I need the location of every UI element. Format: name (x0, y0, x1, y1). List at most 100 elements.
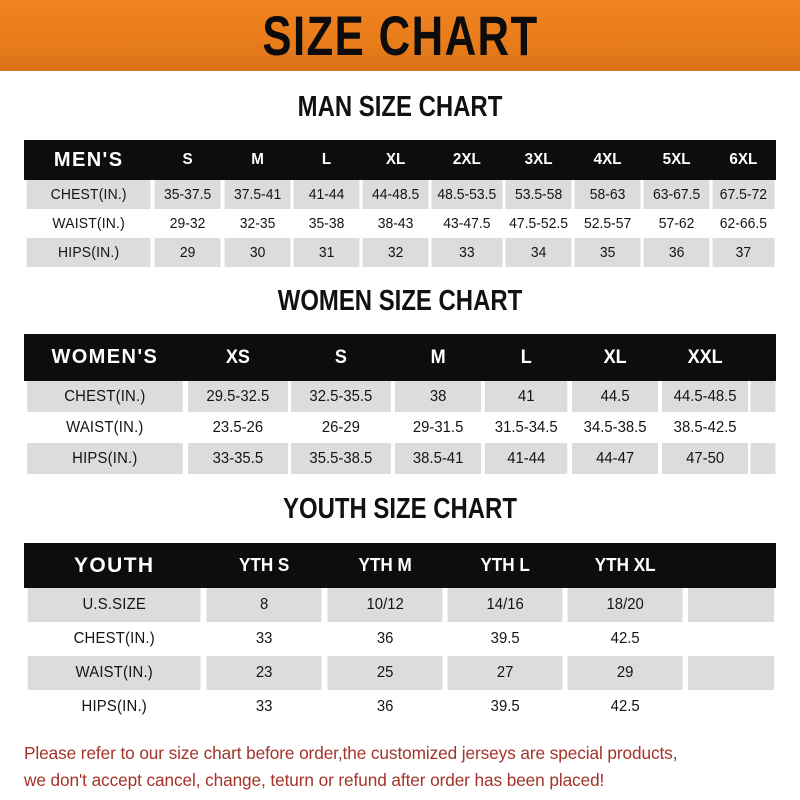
man-col-header-4xl: 4XL (593, 151, 622, 168)
youth-row-label-chest: CHEST(IN.) (27, 622, 201, 656)
man-section-title: MAN SIZE CHART (297, 89, 503, 123)
man-chest-3xl: 53.5-58 (505, 180, 572, 209)
man-chest-5xl: 63-67.5 (643, 180, 710, 209)
women-hips-xl: 44-47 (571, 443, 659, 474)
women-chest-xs: 29.5-32.5 (187, 381, 288, 412)
women-row-label-hips: HIPS(IN.) (27, 443, 183, 474)
youth-waist-xl: 29 (567, 656, 684, 690)
man-col-header-xl: XL (385, 151, 406, 168)
man-corner-label: MEN'S (53, 148, 124, 171)
women-row-label-chest: CHEST(IN.) (27, 381, 183, 412)
man-row-label-waist: WAIST(IN.) (26, 209, 151, 238)
youth-col-header-l: YTH L (480, 555, 530, 575)
man-chest-xl: 44-48.5 (362, 180, 429, 209)
women-col-header-s: S (335, 346, 348, 368)
man-col-header-6xl: 6XL (729, 151, 758, 168)
women-hips-l: 41-44 (485, 443, 569, 474)
man-waist-4xl: 52.5-57 (574, 209, 641, 238)
man-col-header-2xl: 2XL (452, 151, 481, 168)
man-waist-xl: 38-43 (362, 209, 429, 238)
women-chest-s: 32.5-35.5 (291, 381, 392, 412)
women-hips-s: 35.5-38.5 (291, 443, 392, 474)
page-banner: SIZE CHART (0, 0, 800, 71)
man-size-section: MAN SIZE CHART MEN'S S M L XL 2XL 3XL 4X… (0, 89, 800, 267)
youth-col-header-spacer (688, 543, 774, 588)
women-waist-spacer (750, 412, 776, 443)
youth-col-header-s: YTH S (239, 555, 290, 575)
youth-chest-s: 33 (206, 622, 323, 656)
women-col-header-l: L (521, 346, 533, 368)
man-hips-l: 31 (293, 238, 360, 267)
table-row: WAIST(IN.) 23.5-26 26-29 29-31.5 31.5-34… (24, 412, 776, 443)
man-hips-5xl: 36 (643, 238, 710, 267)
man-chest-6xl: 67.5-72 (712, 180, 775, 209)
man-row-label-chest: CHEST(IN.) (26, 180, 151, 209)
women-corner-label: WOMEN'S (51, 346, 159, 368)
women-waist-s: 26-29 (291, 412, 392, 443)
table-row: HIPS(IN.) 33-35.5 35.5-38.5 38.5-41 41-4… (24, 443, 776, 474)
women-chest-spacer (750, 381, 776, 412)
women-chest-xxl: 44.5-48.5 (661, 381, 749, 412)
youth-chest-l: 39.5 (447, 622, 563, 656)
women-waist-m: 29-31.5 (395, 412, 482, 443)
youth-row-label-waist: WAIST(IN.) (27, 656, 201, 690)
table-row: WAIST(IN.) 23 25 27 29 (24, 656, 776, 690)
man-hips-m: 30 (223, 238, 291, 267)
man-hips-4xl: 35 (574, 238, 641, 267)
youth-hips-spacer (687, 690, 775, 724)
man-waist-2xl: 43-47.5 (431, 209, 503, 238)
man-chest-4xl: 58-63 (574, 180, 641, 209)
man-waist-5xl: 57-62 (643, 209, 710, 238)
youth-size-section: YOUTH SIZE CHART YOUTH YTH S YTH M YTH L… (0, 491, 800, 724)
women-col-header-xl: XL (603, 346, 627, 368)
order-policy-note: Please refer to our size chart before or… (24, 740, 765, 794)
women-hips-xs: 33-35.5 (187, 443, 288, 474)
youth-waist-l: 27 (447, 656, 563, 690)
youth-chest-m: 36 (327, 622, 443, 656)
youth-size-table: YOUTH YTH S YTH M YTH L YTH XL U.S.SIZE … (24, 543, 776, 724)
youth-us-size-l: 14/16 (447, 588, 563, 622)
order-policy-note-line-2: we don't accept cancel, change, teturn o… (24, 770, 605, 791)
youth-chest-xl: 42.5 (567, 622, 684, 656)
youth-row-label-hips: HIPS(IN.) (27, 690, 201, 724)
women-col-header-xs: XS (225, 346, 250, 368)
man-size-table: MEN'S S M L XL 2XL 3XL 4XL 5XL 6XL CHEST… (24, 140, 776, 267)
man-col-header-s: S (182, 151, 194, 168)
table-row: CHEST(IN.) 33 36 39.5 42.5 (24, 622, 776, 656)
table-row: WAIST(IN.) 29-32 32-35 35-38 38-43 43-47… (24, 209, 776, 238)
women-chest-m: 38 (395, 381, 482, 412)
man-chest-s: 35-37.5 (154, 180, 222, 209)
youth-section-title: YOUTH SIZE CHART (283, 491, 517, 525)
youth-hips-m: 36 (327, 690, 443, 724)
women-col-header-spacer (751, 334, 775, 381)
man-waist-l: 35-38 (293, 209, 360, 238)
youth-corner-label: YOUTH (73, 553, 155, 577)
man-row-label-hips: HIPS(IN.) (26, 238, 151, 267)
youth-us-size-s: 8 (206, 588, 323, 622)
man-hips-3xl: 34 (505, 238, 572, 267)
man-hips-s: 29 (154, 238, 222, 267)
table-row: CHEST(IN.) 29.5-32.5 32.5-35.5 38 41 44.… (24, 381, 776, 412)
man-waist-m: 32-35 (223, 209, 291, 238)
man-hips-6xl: 37 (712, 238, 775, 267)
man-col-header-m: M (250, 151, 264, 168)
women-row-label-waist: WAIST(IN.) (27, 412, 183, 443)
youth-col-header-m: YTH M (358, 555, 412, 575)
man-chest-m: 37.5-41 (223, 180, 291, 209)
women-waist-xxl: 38.5-42.5 (661, 412, 749, 443)
man-waist-s: 29-32 (154, 209, 222, 238)
women-waist-l: 31.5-34.5 (485, 412, 569, 443)
women-hips-xxl: 47-50 (661, 443, 749, 474)
youth-col-header-xl: YTH XL (595, 555, 656, 575)
man-table-header-row: MEN'S S M L XL 2XL 3XL 4XL 5XL 6XL (24, 140, 776, 180)
women-col-header-xxl: XXL (687, 346, 723, 368)
youth-waist-m: 25 (327, 656, 443, 690)
page-title: SIZE CHART (261, 4, 539, 67)
women-table-header-row: WOMEN'S XS S M L XL XXL (24, 334, 776, 381)
women-size-section: WOMEN SIZE CHART WOMEN'S XS S M L XL XXL (0, 283, 800, 474)
women-size-table: WOMEN'S XS S M L XL XXL CHEST(IN.) 29.5-… (24, 334, 776, 474)
man-waist-6xl: 62-66.5 (712, 209, 775, 238)
youth-hips-xl: 42.5 (567, 690, 684, 724)
women-hips-m: 38.5-41 (395, 443, 482, 474)
